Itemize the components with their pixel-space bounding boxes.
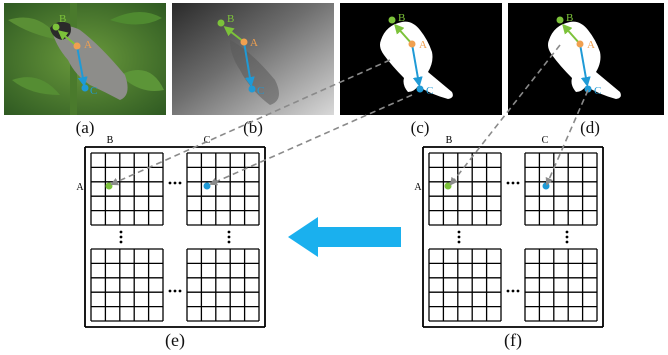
ellipsis-vertical-icon (565, 240, 569, 244)
point-a-label: A (587, 39, 595, 51)
caption-b: (b) (243, 118, 263, 137)
point-c-marker (416, 85, 424, 93)
point-a-marker (240, 38, 248, 46)
point-c-label: C (90, 85, 97, 97)
point-a-marker (73, 42, 81, 50)
ellipsis-vertical-icon (227, 240, 231, 244)
panel-a: B A C (4, 3, 166, 115)
point-c-marker (81, 84, 89, 92)
caption-c: (c) (411, 118, 430, 137)
leaf-shape (12, 77, 60, 95)
grid-point-ac (542, 182, 550, 190)
point-c-label: C (257, 85, 264, 97)
grid-e-col-label-b: B (107, 135, 114, 146)
ellipsis-vertical-icon (119, 230, 123, 234)
point-a-label: A (250, 37, 258, 49)
ellipsis-vertical-icon (457, 240, 461, 244)
ellipsis-vertical-icon (457, 235, 461, 239)
grid-f-col-label-b: B (446, 135, 453, 146)
dashed-arrow (110, 59, 391, 186)
panel-d: B A C (508, 3, 664, 115)
left-arrow-icon (288, 217, 401, 257)
ellipsis-vertical-icon (457, 230, 461, 234)
point-b-marker (388, 16, 396, 24)
affinity-grid-f (422, 146, 604, 328)
correspondence-arrows (110, 44, 589, 186)
ellipsis-horizontal-icon (516, 289, 520, 293)
ellipsis-vertical-icon (119, 235, 123, 239)
point-a-marker (576, 40, 584, 48)
grid-point-ab (105, 182, 113, 190)
ellipsis-horizontal-icon (173, 181, 177, 185)
ellipsis-horizontal-icon (511, 289, 515, 293)
caption-a: (a) (76, 118, 95, 137)
caption-d: (d) (580, 118, 600, 137)
dashed-arrow (545, 89, 589, 186)
affinity-grid-e (84, 146, 266, 328)
ellipsis-vertical-icon (227, 235, 231, 239)
leaf-shape (110, 11, 162, 25)
point-c-marker (248, 85, 256, 93)
point-c-marker (584, 85, 592, 93)
grid-f-col-label-c: C (542, 135, 549, 146)
point-a-marker (408, 40, 416, 48)
panel-c: B A C (340, 3, 502, 115)
ellipsis-horizontal-icon (506, 289, 510, 293)
point-a-label: A (419, 39, 427, 51)
ellipsis-horizontal-icon (506, 181, 510, 185)
caption-f: (f) (504, 330, 522, 351)
ellipsis-vertical-icon (565, 230, 569, 234)
mask-shape (548, 21, 621, 100)
bird-shape (52, 26, 128, 100)
point-b-label: B (59, 13, 66, 25)
leaf-shape (120, 70, 164, 91)
point-b-label: B (566, 12, 573, 24)
ellipsis-horizontal-icon (168, 181, 172, 185)
ellipsis-vertical-icon (565, 235, 569, 239)
ellipsis-horizontal-icon (168, 289, 172, 293)
grid-e-row-label-a: A (76, 182, 84, 193)
point-b-marker (556, 16, 564, 24)
ellipsis-horizontal-icon (178, 181, 182, 185)
grid-e-col-label-c: C (204, 135, 211, 146)
point-b-label: B (227, 13, 234, 25)
point-b-label: B (398, 12, 405, 24)
dashed-arrow (209, 94, 413, 186)
ellipsis-vertical-icon (119, 240, 123, 244)
ellipsis-vertical-icon (227, 230, 231, 234)
ellipsis-horizontal-icon (173, 289, 177, 293)
panel-b: B A C (172, 3, 334, 115)
leaf-shape (8, 17, 60, 40)
point-b-marker (52, 23, 60, 31)
mask-shape (380, 21, 453, 100)
ellipsis-horizontal-icon (516, 181, 520, 185)
grid-point-ac (203, 182, 211, 190)
point-c-label: C (594, 85, 601, 97)
caption-e: (e) (165, 330, 185, 351)
depth-bird-shadow (230, 40, 279, 105)
ellipsis-horizontal-icon (511, 181, 515, 185)
point-b-marker (217, 19, 225, 27)
grid-f-row-label-a: A (414, 182, 422, 193)
point-c-label: C (426, 85, 433, 97)
ellipsis-horizontal-icon (178, 289, 182, 293)
point-a-label: A (84, 39, 92, 51)
grid-point-ab (444, 182, 452, 190)
